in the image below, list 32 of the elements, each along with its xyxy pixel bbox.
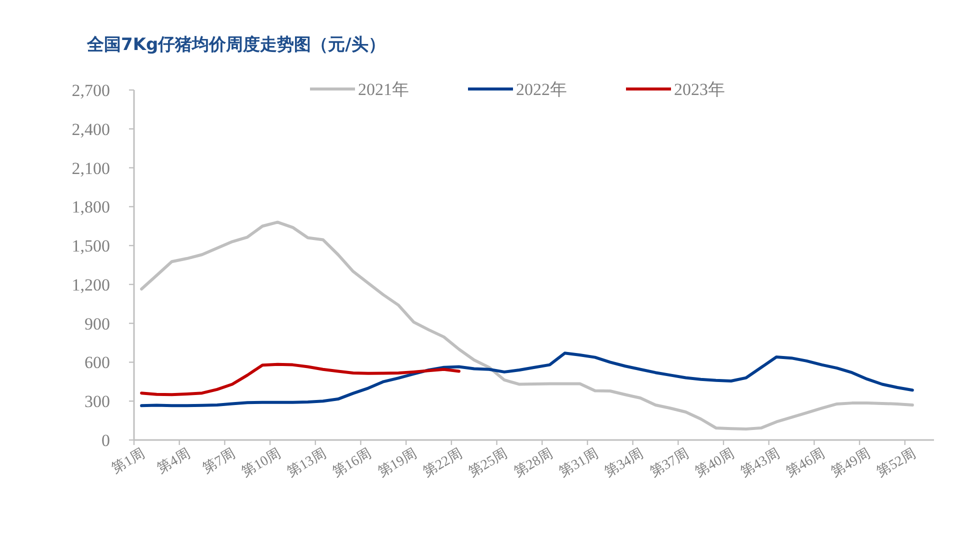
x-tick-label: 第46周 bbox=[783, 446, 828, 480]
y-tick-label: 900 bbox=[84, 314, 110, 334]
y-tick-label: 300 bbox=[84, 392, 110, 412]
y-tick-label: 2,100 bbox=[72, 158, 110, 178]
x-tick-label: 第13周 bbox=[284, 446, 329, 480]
x-tick-label: 第37周 bbox=[647, 446, 692, 480]
x-tick-label: 第31周 bbox=[556, 446, 602, 480]
y-tick-label: 1,200 bbox=[72, 275, 110, 294]
x-tick-label: 第22周 bbox=[420, 446, 465, 480]
x-tick-label: 第4周 bbox=[154, 446, 193, 477]
x-tick-label: 第40周 bbox=[692, 446, 738, 480]
y-tick-label: 2,400 bbox=[72, 120, 110, 139]
y-tick-label: 1,500 bbox=[72, 236, 110, 256]
y-tick-label: 2,700 bbox=[72, 81, 110, 100]
x-tick-label: 第7周 bbox=[200, 446, 238, 477]
x-tick-label: 第34周 bbox=[602, 446, 646, 480]
legend-label: 2021年 bbox=[358, 80, 409, 99]
legend-label: 2022年 bbox=[516, 80, 567, 99]
x-tick-label: 第52周 bbox=[874, 446, 918, 480]
title: 全国7Kg仔猪均价周度走势图（元/头） bbox=[87, 35, 386, 55]
x-tick-label: 第10周 bbox=[239, 446, 284, 480]
x-tick-label: 第1周 bbox=[109, 446, 148, 477]
y-tick-label: 1,800 bbox=[72, 198, 110, 217]
x-tick-label: 第28周 bbox=[511, 446, 556, 480]
x-tick-label: 第49周 bbox=[828, 446, 874, 480]
y-tick-label: 600 bbox=[84, 353, 110, 372]
x-tick-label: 第43周 bbox=[738, 446, 782, 480]
legend-label: 2023年 bbox=[674, 80, 725, 99]
x-tick-label: 第25周 bbox=[466, 446, 510, 480]
x-tick-label: 第16周 bbox=[330, 446, 374, 480]
x-tick-label: 第19周 bbox=[375, 446, 420, 480]
y-tick-label: 0 bbox=[102, 431, 110, 450]
